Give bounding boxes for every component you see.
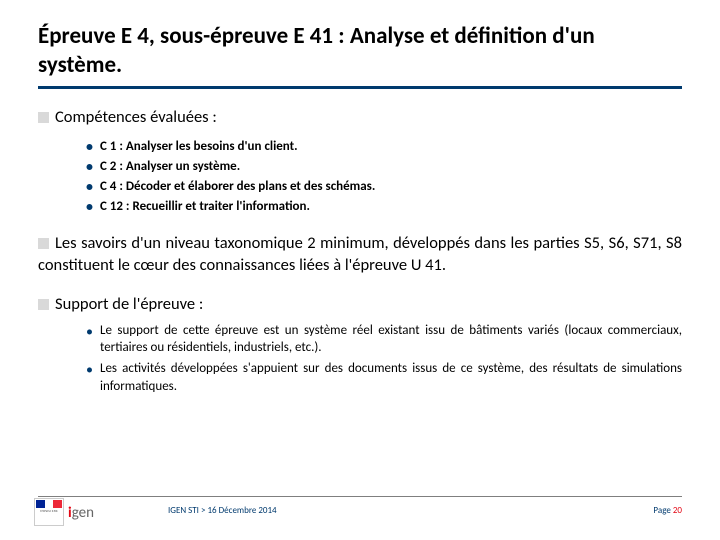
section-support: Support de l'épreuve :	[38, 294, 682, 314]
page-number: 20	[673, 505, 682, 516]
list-item-label: C 1 : Analyser les besoins d'un client.	[100, 137, 298, 157]
bullet-square-icon	[38, 299, 49, 310]
list-item: •Le support de cette épreuve est un syst…	[86, 322, 682, 357]
competences-heading: Compétences évaluées :	[55, 107, 217, 127]
bullet-dot-icon: •	[86, 360, 93, 395]
list-item-label: C 2 : Analyser un système.	[100, 157, 240, 177]
savoirs-text: Les savoirs d'un niveau taxonomique 2 mi…	[38, 233, 682, 274]
section-savoirs: Les savoirs d'un niveau taxonomique 2 mi…	[38, 233, 682, 276]
list-item: • C 1 : Analyser les besoins d'un client.	[86, 137, 682, 157]
footer: MINISTÈRE igen IGEN STI > 16 Décembre 20…	[38, 496, 682, 526]
bullet-dot-icon: •	[86, 197, 93, 217]
support-list: •Le support de cette épreuve est un syst…	[86, 322, 682, 395]
bullet-square-icon	[38, 112, 49, 123]
bullet-dot-icon: •	[86, 137, 93, 157]
bullet-dot-icon: •	[86, 157, 93, 177]
page-indicator: Page 20	[653, 505, 682, 516]
igen-text: gen	[72, 504, 94, 522]
list-item-label: C 4 : Décoder et élaborer des plans et d…	[100, 177, 375, 197]
list-item: • C 2 : Analyser un système.	[86, 157, 682, 177]
support-heading: Support de l'épreuve :	[55, 294, 203, 314]
list-item: •Les activités développées s'appuient su…	[86, 360, 682, 395]
page-label: Page	[653, 505, 672, 516]
list-item-label: Le support de cette épreuve est un systè…	[100, 322, 682, 357]
bullet-square-icon	[38, 238, 49, 249]
list-item-label: Les activités développées s'appuient sur…	[100, 360, 682, 395]
bullet-dot-icon: •	[86, 322, 93, 357]
title-underline	[38, 86, 682, 89]
footer-logos: MINISTÈRE igen	[34, 498, 94, 526]
list-item: • C 4 : Décoder et élaborer des plans et …	[86, 177, 682, 197]
igen-logo: igen	[68, 504, 94, 526]
list-item: • C 12 : Recueillir et traiter l'informat…	[86, 197, 682, 217]
section-competences: Compétences évaluées :	[38, 107, 682, 127]
competences-list: • C 1 : Analyser les besoins d'un client.…	[86, 137, 682, 218]
bullet-dot-icon: •	[86, 177, 93, 197]
page-title: Épreuve E 4, sous-épreuve E 41 : Analyse…	[38, 22, 682, 80]
republique-logo: MINISTÈRE	[34, 498, 64, 526]
breadcrumb: IGEN STI > 16 Décembre 2014	[168, 505, 277, 516]
list-item-label: C 12 : Recueillir et traiter l'informati…	[100, 197, 310, 217]
